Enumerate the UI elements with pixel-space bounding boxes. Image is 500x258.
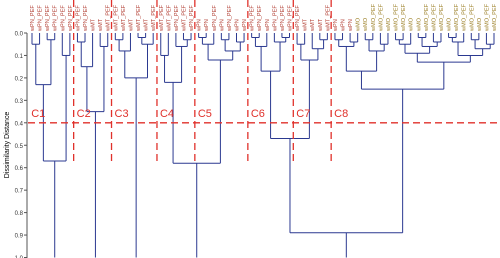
leaf-label: wMT_PEF xyxy=(121,4,127,32)
leaf-label: wMO_PEF xyxy=(378,3,384,32)
cluster-label: C8 xyxy=(334,108,348,120)
leaf-label: wMT xyxy=(128,18,134,32)
leaf-label: wMO_PEF xyxy=(462,3,468,32)
leaf-label: wMT xyxy=(91,18,97,32)
y-tick-label: 0.2 xyxy=(15,76,24,82)
y-tick-label: 0.7 xyxy=(15,189,24,195)
leaf-label: wPN xyxy=(204,19,210,32)
cluster-label: C1 xyxy=(31,108,45,120)
y-tick-label: 1.0 xyxy=(15,256,24,258)
leaf-label: wMT_PEF xyxy=(181,4,187,32)
leaf-label: wPN_PEF xyxy=(174,5,180,32)
leaf-label: wMT_PEF xyxy=(166,4,172,32)
leaf-label: wPN_PEF xyxy=(288,5,294,32)
leaf-label: wPN_PEF xyxy=(75,5,81,32)
leaf-label: wMO_PEF xyxy=(439,3,445,32)
leaf-label: wPN_PEF xyxy=(53,5,59,32)
y-tick-label: 0.5 xyxy=(15,144,24,150)
leaf-label: wMO_PEF xyxy=(484,3,490,32)
leaf-label: wPN xyxy=(197,19,203,32)
leaf-label: wPN xyxy=(265,19,271,32)
y-tick-label: 0.3 xyxy=(15,99,24,105)
leaf-label: wMO xyxy=(416,17,422,32)
leaf-label: wPN_PEF xyxy=(257,5,263,32)
dendrogram xyxy=(31,33,495,258)
y-tick-label: 0.0 xyxy=(15,32,24,38)
leaf-label: wMT_PEF xyxy=(325,4,331,32)
leaf-label: wPN_PEF xyxy=(272,5,278,32)
leaf-label: wMO_PEF xyxy=(469,3,475,32)
leaf-label: wPN_PEF xyxy=(189,5,195,32)
leaf-label: wPN_PEF xyxy=(45,5,51,32)
cluster-label: C6 xyxy=(251,108,265,120)
leaf-label: wPN_PEF xyxy=(83,5,89,32)
leaf-label: wMO_PEF xyxy=(401,3,407,32)
leaf-label: wMT xyxy=(98,18,104,32)
leaf-label: wPN xyxy=(234,19,240,32)
y-tick-label: 0.8 xyxy=(15,211,24,217)
leaf-label: wPN_PEF xyxy=(227,5,233,32)
cluster-label: C7 xyxy=(296,108,310,120)
leaf-label: wPN xyxy=(242,19,248,32)
leaf-label: wMO xyxy=(363,17,369,32)
leaf-label: wMT_PEF xyxy=(159,4,165,32)
cluster-label: C3 xyxy=(115,108,129,120)
y-tick-label: 0.4 xyxy=(15,121,24,127)
leaf-label: wPN_PEF xyxy=(60,5,66,32)
leaf-label: wMO_PEF xyxy=(424,3,430,32)
leaf-label: wPN_PEF xyxy=(212,5,218,32)
leaf-label: wMO xyxy=(447,17,453,32)
leaf-label: wPN xyxy=(348,19,354,32)
leaf-label: wPN_PEF xyxy=(38,5,44,32)
leaf-label: wMO xyxy=(386,17,392,32)
leaf-label: wMO_PEF xyxy=(454,3,460,32)
y-tick-label: 0.9 xyxy=(15,234,24,240)
leaf-label: wMO_PEF xyxy=(394,3,400,32)
leaf-label: wMO xyxy=(409,17,415,32)
leaf-label: wPN_PEF xyxy=(68,5,74,32)
leaf-label: wMT_PEF xyxy=(113,4,119,32)
leaf-label: wPN xyxy=(333,19,339,32)
cluster-label: C5 xyxy=(198,108,212,120)
leaf-label: wPN xyxy=(219,19,225,32)
cluster-label: C2 xyxy=(77,108,91,120)
leaf-label: wMO xyxy=(356,17,362,32)
leaf-label: wMO_PEF xyxy=(492,3,498,32)
leaf-label: wMT xyxy=(144,18,150,32)
leaf-label: wMT xyxy=(303,18,309,32)
leaf-label: wMT_PEF xyxy=(151,4,157,32)
leaf-label: wMT_PEF xyxy=(136,4,142,32)
leaf-label: wMO_PEF xyxy=(431,3,437,32)
leaf-label: wMO xyxy=(477,17,483,32)
leaf-label: wPN xyxy=(341,19,347,32)
y-axis-title: Dissimilarity Distance xyxy=(4,112,11,179)
y-tick-label: 0.1 xyxy=(15,54,24,60)
y-tick-label: 0.6 xyxy=(15,166,24,172)
leaf-label: wMT xyxy=(318,18,324,32)
cluster-label: C4 xyxy=(160,108,174,120)
leaf-label: wMT xyxy=(310,18,316,32)
leaf-label: wPN_PEF xyxy=(30,5,36,32)
leaf-label: wPN_PEF xyxy=(295,5,301,32)
leaf-label: wPN_PEF xyxy=(250,5,256,32)
leaf-label: wPN_PEF xyxy=(280,5,286,32)
leaf-label: wMO_PEF xyxy=(371,3,377,32)
leaf-label: wMT_PEF xyxy=(106,4,112,32)
